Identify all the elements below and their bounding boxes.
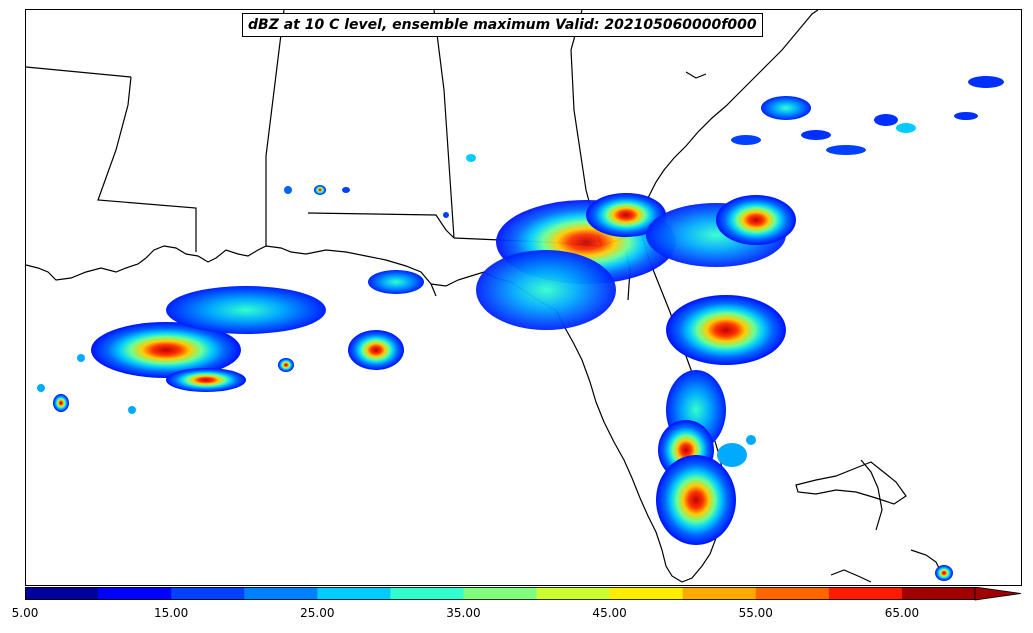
colorbar [25, 587, 1022, 601]
colorbar-outline [25, 587, 976, 600]
colorbar-segment [463, 587, 538, 600]
colorbar-segment [901, 587, 976, 600]
colorbar-tick-label: 5.00 [11, 606, 39, 620]
map-frame [25, 9, 1022, 586]
colorbar-segment [828, 587, 903, 600]
colorbar-extend-arrow [974, 587, 1022, 601]
reflectivity-field [37, 76, 1004, 581]
colorbar-segment [317, 587, 391, 600]
colorbar-segment [609, 587, 684, 600]
colorbar-segment [98, 587, 172, 600]
colorbar-tick-label: 15.00 [153, 606, 189, 620]
colorbar-tick-label: 35.00 [446, 606, 481, 620]
colorbar-segment [244, 587, 318, 600]
colorbar-segment [536, 587, 611, 600]
colorbar-tick-label: 45.00 [592, 606, 627, 620]
map-canvas [26, 10, 1004, 583]
colorbar-tick-label: 55.00 [738, 606, 773, 620]
colorbar-segment [171, 587, 245, 600]
colorbar-segment [682, 587, 757, 600]
colorbar-tick-label: 25.00 [300, 606, 335, 620]
colorbar-segment [755, 587, 830, 600]
colorbar-tick-label: 65.00 [884, 606, 920, 620]
colorbar-segment [390, 587, 464, 600]
map-title: dBZ at 10 C level, ensemble maximum Vali… [242, 13, 763, 37]
colorbar-segment [25, 587, 99, 600]
